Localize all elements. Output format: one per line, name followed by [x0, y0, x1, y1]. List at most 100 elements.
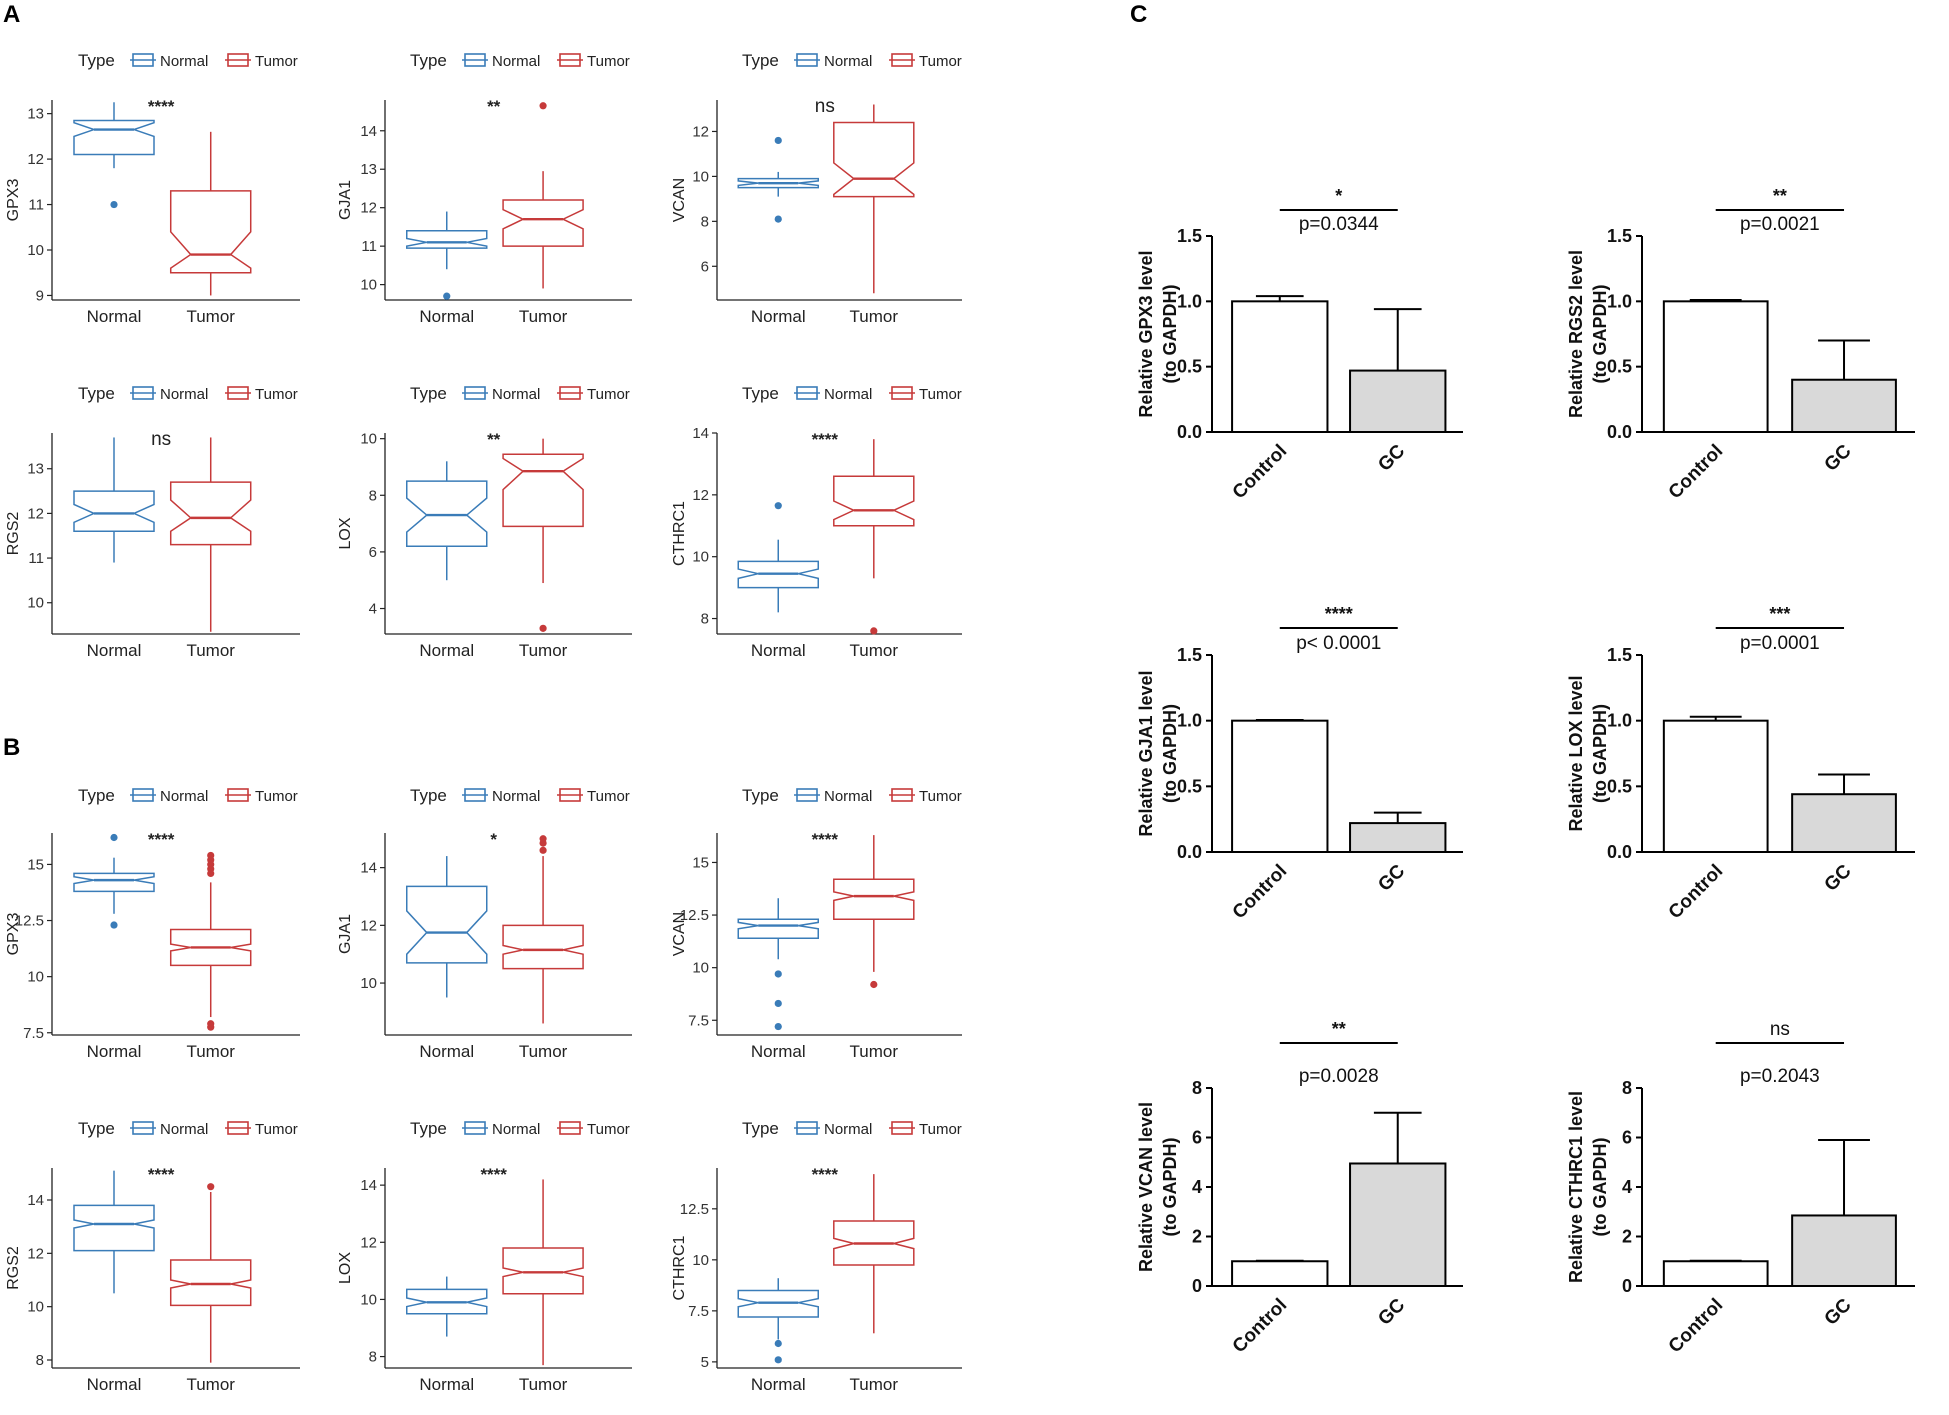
barchart-vcan-y-tick-label: 4 [1192, 1177, 1202, 1197]
boxplot-b-gja1-y-tick-label: 12 [360, 917, 377, 934]
boxplot-a-vcan-normal-outlier [774, 136, 782, 145]
boxplot-b-cthrc1-y-label: CTHRC1 [671, 1235, 688, 1300]
boxplot-b-gja1-tumor-outlier [539, 846, 547, 854]
boxplot-b-lox-x-label-normal: Normal [419, 1375, 474, 1394]
barchart-gja1: 0.0 0.5 1.0 1.5 Relative GJA1 level (to GAPDH… [1136, 604, 1463, 923]
boxplot-b-gja1-normal-box [406, 885, 488, 964]
boxplot-a-rgs2-y-label: RGS2 [5, 512, 22, 556]
boxplot-a-cthrc1-y-tick-label: 14 [692, 425, 709, 442]
boxplot-b-lox-y-label: LOX [337, 1252, 354, 1284]
barchart-vcan-y-label: Relative VCAN level [1136, 1102, 1156, 1272]
boxplot-a-gja1-tumor-outlier [539, 102, 547, 110]
barchart-lox-y-tick-label: 1.5 [1607, 645, 1632, 665]
boxplot-b-vcan-y-tick-label: 10 [692, 960, 709, 977]
boxplot-b-cthrc1: Type Normal Tumor 5 7.5 10 12.5 CTHRC1 Normal Tum… [671, 1119, 962, 1394]
boxplot-b-rgs2-x-label-normal: Normal [87, 1375, 142, 1394]
boxplot-b-gpx3-x-label-tumor: Tumor [186, 1042, 235, 1061]
boxplot-a-rgs2-legend-normal: Normal [160, 386, 208, 403]
panel-label-a: A [3, 1, 20, 28]
boxplot-b-lox-tumor-box [502, 1247, 584, 1295]
boxplot-a-gja1-y-tick-label: 10 [360, 277, 377, 294]
boxplot-a-rgs2-y-tick-label: 11 [28, 550, 44, 567]
boxplot-b-gpx3-legend-normal: Normal [160, 788, 208, 805]
boxplot-a-lox-y-tick-label: 4 [369, 601, 377, 618]
boxplot-a-rgs2: Type Normal Tumor 10 11 12 13 RGS2 Normal Tumor ns [5, 384, 300, 660]
barchart-gpx3-y-tick-label: 0.5 [1177, 357, 1202, 377]
boxplot-b-rgs2-y-label: RGS2 [5, 1246, 22, 1290]
boxplot-a-gpx3-legend-tumor: Tumor [255, 53, 298, 70]
boxplot-b-gja1-x-label-tumor: Tumor [519, 1042, 568, 1061]
boxplot-b-vcan-tumor-outlier [870, 980, 878, 989]
boxplot-b-lox-legend-tumor: Tumor [587, 1121, 630, 1138]
boxplot-a-gpx3-y-tick-label: 12 [27, 151, 44, 168]
barchart-gpx3-control-bar [1231, 300, 1329, 434]
boxplot-b-vcan-x-label-normal: Normal [751, 1042, 806, 1061]
boxplot-a-gpx3-significance: **** [148, 97, 175, 116]
boxplot-b-vcan-x-label-tumor: Tumor [850, 1042, 899, 1061]
boxplot-a-gpx3-normal-outlier [110, 200, 118, 209]
boxplot-b-gpx3-y-tick-label: 15 [27, 856, 44, 873]
boxplot-a-vcan-y-tick-label: 12 [692, 123, 709, 140]
barchart-cthrc1-gc-x-label: GC [1821, 1294, 1856, 1329]
barchart-gpx3-y-tick-label: 1.5 [1177, 226, 1202, 246]
boxplot-b-rgs2-tumor-outlier [207, 1183, 215, 1191]
barchart-gja1-gc-x-label: GC [1374, 860, 1409, 895]
boxplot-a-lox-normal-box [406, 480, 488, 547]
barchart-vcan-control-bar [1231, 1260, 1329, 1287]
boxplot-a-vcan-y-tick-label: 6 [701, 258, 709, 275]
boxplot-a-vcan: Type Normal Tumor 6 8 10 12 VCAN Normal Tumor ns [671, 51, 962, 326]
boxplot-a-vcan-legend-title: Type [742, 51, 779, 70]
barchart-vcan-gc-bar [1349, 1162, 1447, 1288]
boxplot-b-cthrc1-y-tick-label: 5 [701, 1354, 709, 1371]
boxplot-a-gja1-legend-title: Type [410, 51, 447, 70]
boxplot-b-cthrc1-x-label-normal: Normal [751, 1375, 806, 1394]
boxplot-b-gja1-legend-normal: Normal [492, 788, 540, 805]
boxplot-b-lox: Type Normal Tumor 8 10 12 14 LOX Normal Tumor **** [337, 1119, 632, 1394]
panel-label-b: B [3, 734, 20, 761]
barchart-gpx3-pvalue: p=0.0344 [1299, 214, 1379, 235]
barchart-rgs2-pvalue: p=0.0021 [1740, 214, 1820, 235]
boxplot-b-rgs2-legend-tumor: Tumor [255, 1121, 298, 1138]
boxplot-b-cthrc1-y-tick-label: 7.5 [688, 1303, 709, 1320]
boxplot-b-gja1-y-label: GJA1 [337, 914, 354, 954]
boxplot-b-rgs2-y-tick-label: 8 [36, 1352, 44, 1369]
boxplot-a-cthrc1: Type Normal Tumor 8 10 12 14 CTHRC1 Normal Tumor *… [671, 384, 962, 660]
boxplot-b-gja1-significance: * [490, 830, 497, 849]
barchart-cthrc1-y-tick-label: 6 [1622, 1128, 1632, 1148]
barchart-vcan-control-x-label: Control [1229, 1295, 1292, 1358]
boxplot-b-cthrc1-legend-title: Type [742, 1119, 779, 1138]
barchart-cthrc1-y-label-unit: (to GAPDH) [1590, 1138, 1610, 1237]
boxplot-b-gja1-legend-title: Type [410, 786, 447, 805]
boxplot-a-vcan-x-label-normal: Normal [751, 307, 806, 326]
boxplot-b-vcan-normal-outlier [774, 1022, 782, 1031]
boxplot-b-vcan-y-label: VCAN [671, 912, 688, 956]
boxplot-a-cthrc1-y-label: CTHRC1 [671, 501, 688, 566]
boxplot-a-rgs2-y-tick-label: 13 [27, 461, 44, 478]
boxplot-a-lox-y-tick-label: 8 [369, 487, 377, 504]
barchart-lox-y-tick-label: 1.0 [1607, 711, 1632, 731]
boxplot-b-gja1: Type Normal Tumor 10 12 14 GJA1 Normal Tumor * [337, 786, 632, 1061]
barchart-gpx3-significance: * [1335, 186, 1342, 206]
boxplot-a-gja1: Type Normal Tumor 10 11 12 13 14 GJA1 Normal Tumor… [337, 51, 632, 326]
boxplot-a-gja1-y-tick-label: 13 [360, 161, 377, 178]
boxplot-a-cthrc1-x-label-tumor: Tumor [850, 641, 899, 660]
boxplot-b-gpx3-significance: **** [148, 830, 175, 849]
boxplot-b-gja1-tumor-box [502, 924, 584, 970]
boxplot-b-rgs2-x-label-tumor: Tumor [186, 1375, 235, 1394]
boxplot-a-vcan-y-tick-label: 10 [692, 168, 709, 185]
boxplot-a-lox-significance: ** [487, 430, 501, 449]
barchart-cthrc1: 0 2 4 6 8 Relative CTHRC1 level (to GAPDH) Cont… [1566, 1019, 1915, 1357]
boxplot-a-rgs2-y-tick-label: 10 [27, 595, 44, 612]
boxplot-b-gpx3-y-tick-label: 12.5 [15, 913, 44, 930]
boxplot-a-rgs2-significance: ns [151, 429, 171, 450]
boxplot-a-rgs2-normal-box [73, 490, 155, 533]
boxplot-b-vcan-normal-box [737, 918, 819, 939]
barchart-cthrc1-y-tick-label: 4 [1622, 1177, 1632, 1197]
barchart-lox-gc-bar [1791, 793, 1897, 853]
barchart-gja1-significance: **** [1325, 604, 1353, 624]
barchart-vcan-y-tick-label: 8 [1192, 1078, 1202, 1098]
boxplot-a-cthrc1-normal-outlier [774, 502, 782, 510]
boxplot-a-cthrc1-legend-title: Type [742, 384, 779, 403]
barchart-gpx3-y-label: Relative GPX3 level [1136, 250, 1156, 417]
